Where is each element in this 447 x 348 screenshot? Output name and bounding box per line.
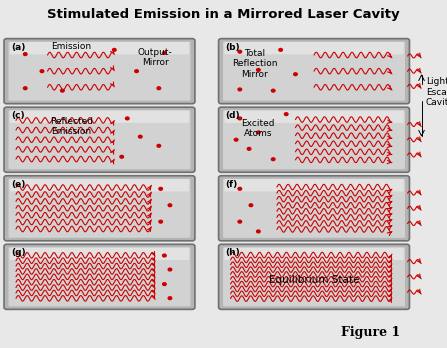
Text: (g): (g) bbox=[11, 248, 26, 258]
Circle shape bbox=[168, 204, 172, 207]
Text: Excited
Atoms: Excited Atoms bbox=[242, 119, 275, 139]
Circle shape bbox=[157, 87, 160, 89]
Circle shape bbox=[159, 220, 162, 223]
Text: (c): (c) bbox=[11, 111, 25, 120]
Circle shape bbox=[40, 70, 44, 72]
Circle shape bbox=[120, 155, 123, 158]
FancyBboxPatch shape bbox=[223, 247, 405, 306]
Text: (a): (a) bbox=[11, 43, 25, 52]
Circle shape bbox=[238, 187, 241, 190]
FancyBboxPatch shape bbox=[219, 39, 409, 104]
Circle shape bbox=[294, 73, 297, 76]
Circle shape bbox=[163, 52, 166, 54]
FancyBboxPatch shape bbox=[10, 179, 189, 191]
Text: (e): (e) bbox=[11, 180, 25, 189]
FancyBboxPatch shape bbox=[8, 42, 190, 101]
Text: Stimulated Emission in a Mirrored Laser Cavity: Stimulated Emission in a Mirrored Laser … bbox=[47, 8, 400, 21]
FancyBboxPatch shape bbox=[224, 111, 404, 123]
Circle shape bbox=[60, 89, 64, 92]
Circle shape bbox=[113, 48, 116, 51]
FancyBboxPatch shape bbox=[10, 42, 189, 54]
Circle shape bbox=[257, 69, 260, 71]
FancyBboxPatch shape bbox=[8, 247, 190, 306]
Circle shape bbox=[159, 187, 162, 190]
Circle shape bbox=[234, 138, 238, 141]
FancyBboxPatch shape bbox=[224, 179, 404, 191]
Circle shape bbox=[271, 89, 275, 92]
Text: Reflected
Emission: Reflected Emission bbox=[50, 117, 93, 136]
FancyBboxPatch shape bbox=[4, 244, 195, 309]
FancyBboxPatch shape bbox=[219, 107, 409, 172]
FancyBboxPatch shape bbox=[223, 110, 405, 169]
FancyBboxPatch shape bbox=[4, 107, 195, 172]
Circle shape bbox=[249, 204, 253, 207]
Circle shape bbox=[163, 254, 166, 257]
Circle shape bbox=[257, 230, 260, 233]
Circle shape bbox=[279, 48, 283, 51]
Circle shape bbox=[238, 220, 241, 223]
Circle shape bbox=[238, 117, 241, 120]
FancyBboxPatch shape bbox=[223, 179, 405, 238]
Text: Equilibrium State: Equilibrium State bbox=[269, 275, 359, 285]
Circle shape bbox=[163, 283, 166, 285]
FancyBboxPatch shape bbox=[219, 244, 409, 309]
Circle shape bbox=[139, 135, 142, 138]
Text: Output-
Mirror: Output- Mirror bbox=[138, 48, 173, 68]
Text: Emission: Emission bbox=[51, 42, 92, 51]
Circle shape bbox=[271, 158, 275, 160]
Circle shape bbox=[238, 88, 241, 91]
Circle shape bbox=[247, 148, 251, 150]
Text: (d): (d) bbox=[226, 111, 240, 120]
Circle shape bbox=[23, 53, 27, 55]
Circle shape bbox=[238, 50, 241, 53]
Text: Total
Reflection
Mirror: Total Reflection Mirror bbox=[232, 49, 278, 79]
FancyBboxPatch shape bbox=[223, 42, 405, 101]
Circle shape bbox=[284, 113, 288, 116]
FancyBboxPatch shape bbox=[224, 42, 404, 54]
FancyBboxPatch shape bbox=[4, 39, 195, 104]
FancyBboxPatch shape bbox=[10, 111, 189, 123]
FancyBboxPatch shape bbox=[224, 248, 404, 260]
FancyBboxPatch shape bbox=[4, 176, 195, 241]
Text: (h): (h) bbox=[226, 248, 240, 258]
Text: Figure 1: Figure 1 bbox=[342, 326, 401, 339]
Circle shape bbox=[23, 87, 27, 89]
FancyBboxPatch shape bbox=[8, 110, 190, 169]
Circle shape bbox=[168, 297, 172, 300]
Circle shape bbox=[135, 70, 139, 72]
FancyBboxPatch shape bbox=[219, 176, 409, 241]
FancyBboxPatch shape bbox=[10, 248, 189, 260]
Circle shape bbox=[157, 144, 160, 147]
Circle shape bbox=[257, 131, 260, 134]
Text: (b): (b) bbox=[226, 43, 240, 52]
FancyBboxPatch shape bbox=[8, 179, 190, 238]
Circle shape bbox=[168, 268, 172, 271]
Circle shape bbox=[126, 117, 129, 120]
Text: Light
Escaping
Cavity: Light Escaping Cavity bbox=[426, 77, 447, 107]
Text: (f): (f) bbox=[226, 180, 238, 189]
